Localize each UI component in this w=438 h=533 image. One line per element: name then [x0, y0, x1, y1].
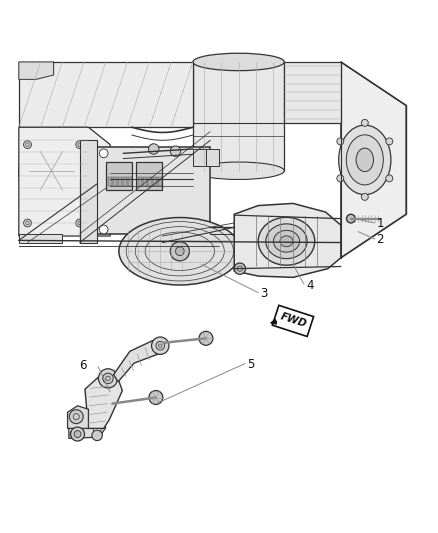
Polygon shape [19, 127, 110, 236]
Circle shape [24, 219, 32, 227]
Polygon shape [69, 421, 106, 439]
Circle shape [361, 119, 368, 126]
Bar [143, 177, 147, 186]
Text: 1: 1 [377, 217, 384, 230]
Circle shape [176, 247, 184, 256]
Circle shape [199, 149, 208, 158]
Circle shape [24, 141, 32, 149]
Polygon shape [80, 140, 97, 243]
Ellipse shape [193, 53, 284, 71]
Text: 4: 4 [306, 279, 314, 292]
Polygon shape [19, 62, 193, 127]
Circle shape [337, 175, 344, 182]
Bar [127, 177, 131, 186]
Bar [123, 177, 127, 186]
Polygon shape [234, 204, 341, 277]
Circle shape [346, 214, 355, 223]
Circle shape [29, 148, 74, 193]
Circle shape [74, 431, 81, 438]
Ellipse shape [258, 217, 315, 265]
Circle shape [199, 225, 208, 234]
Circle shape [199, 332, 213, 345]
Bar [158, 177, 162, 186]
Ellipse shape [339, 125, 391, 195]
Circle shape [361, 193, 368, 200]
Ellipse shape [346, 135, 383, 185]
Polygon shape [85, 377, 122, 429]
Bar [153, 177, 157, 186]
Bar [113, 177, 117, 186]
Polygon shape [97, 147, 210, 234]
Ellipse shape [273, 230, 300, 252]
Circle shape [156, 341, 165, 350]
Ellipse shape [280, 236, 293, 247]
Polygon shape [284, 62, 341, 123]
Ellipse shape [356, 148, 374, 172]
Ellipse shape [193, 162, 284, 180]
Polygon shape [341, 62, 406, 258]
Bar [108, 177, 112, 186]
Circle shape [148, 144, 159, 154]
Text: 2: 2 [377, 233, 384, 246]
Circle shape [76, 219, 84, 227]
Circle shape [47, 166, 56, 175]
Bar [193, 149, 206, 166]
Bar [148, 177, 152, 186]
Circle shape [149, 391, 163, 405]
Circle shape [19, 138, 84, 204]
Circle shape [69, 410, 83, 424]
Circle shape [39, 158, 64, 183]
Circle shape [234, 263, 246, 274]
Circle shape [99, 225, 108, 234]
Circle shape [93, 425, 101, 433]
Circle shape [337, 138, 344, 145]
Circle shape [103, 373, 113, 384]
Polygon shape [136, 162, 162, 190]
Circle shape [99, 369, 117, 388]
Bar [138, 177, 142, 186]
Polygon shape [193, 62, 284, 171]
Bar [118, 177, 122, 186]
Ellipse shape [266, 224, 307, 259]
Text: FWD: FWD [279, 311, 308, 329]
Text: 5: 5 [247, 358, 254, 371]
Circle shape [170, 241, 189, 261]
Text: 3: 3 [260, 287, 267, 301]
Circle shape [386, 175, 393, 182]
Circle shape [92, 430, 102, 441]
Polygon shape [114, 341, 165, 382]
Circle shape [99, 149, 108, 158]
Polygon shape [272, 305, 314, 336]
Text: 6: 6 [79, 359, 86, 372]
Circle shape [152, 337, 169, 354]
Circle shape [386, 138, 393, 145]
Polygon shape [106, 162, 132, 190]
Ellipse shape [119, 217, 241, 285]
Polygon shape [19, 62, 53, 79]
Circle shape [76, 141, 84, 149]
Bar [206, 149, 219, 166]
Polygon shape [19, 234, 62, 243]
Circle shape [170, 146, 181, 156]
Polygon shape [67, 406, 88, 429]
Circle shape [70, 430, 78, 438]
Circle shape [71, 427, 85, 441]
